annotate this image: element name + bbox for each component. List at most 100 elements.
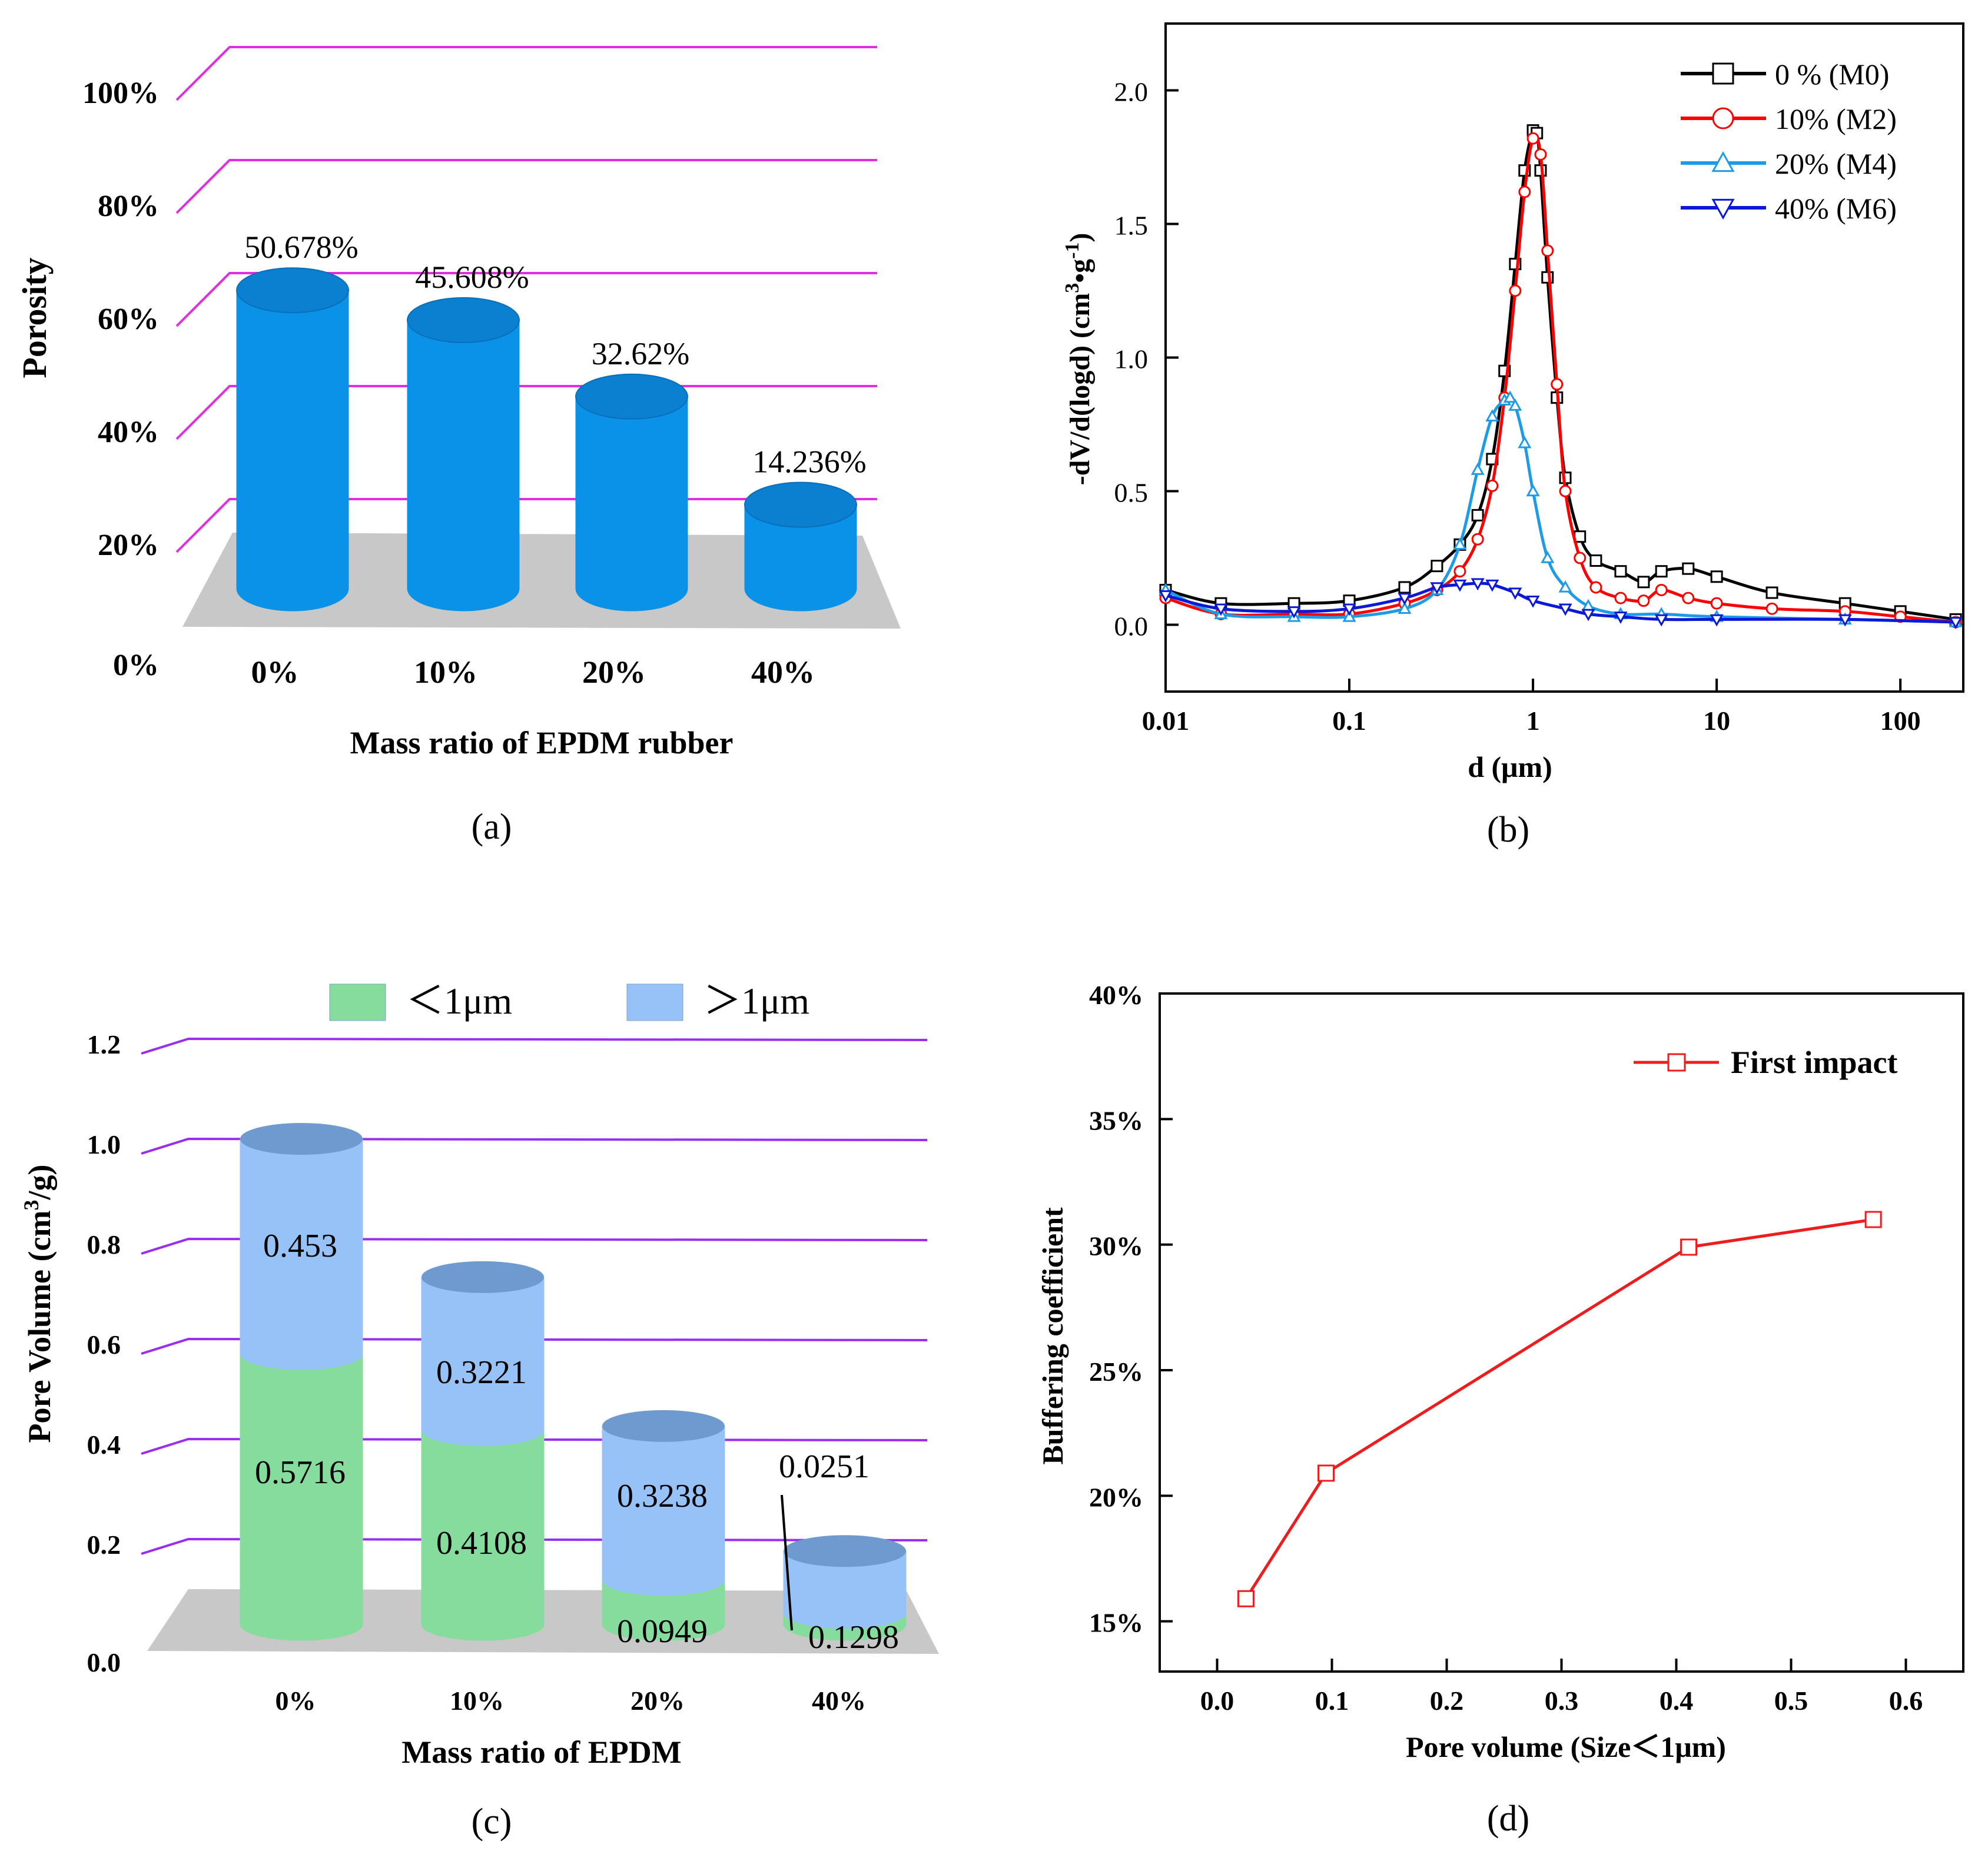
data-point <box>1765 602 1778 615</box>
bar-cylinder <box>744 504 857 612</box>
grid-line <box>141 1337 928 1355</box>
y-tick-label: 0.8 <box>87 1230 121 1260</box>
data-point <box>1503 390 1517 403</box>
bar-top <box>240 1123 363 1155</box>
bar-data-label: 0.0251 <box>779 1448 869 1485</box>
data-point <box>1710 614 1724 627</box>
legend-swatch <box>626 983 683 1021</box>
x-tick-label: 10% <box>414 654 477 690</box>
panel-d-buffering-chart: 15% 20% 25% 30% 35% 40% 0.0 0.1 0.2 0.3 0.4 0.5 0.6 P… <box>1036 980 1964 1763</box>
data-point <box>1559 485 1572 497</box>
bar-segment <box>602 1426 725 1596</box>
series-line <box>1165 134 1956 624</box>
data-point <box>1710 597 1723 610</box>
x-tick-label: 0.5 <box>1774 1686 1808 1716</box>
x-tick-label: 0.01 <box>1142 706 1190 736</box>
grid-line <box>175 272 877 327</box>
x-axis-label: Mass ratio of EPDM rubber <box>350 725 734 760</box>
data-point <box>1541 271 1554 284</box>
y-tick-label: 40% <box>1089 980 1143 1010</box>
bar-data-label: 0.1298 <box>808 1619 899 1656</box>
floor-plane <box>182 533 901 629</box>
bar-data-label: 0.453 <box>263 1228 337 1264</box>
data-point <box>1471 463 1485 475</box>
data-point <box>1317 1464 1335 1482</box>
x-tick-label: 40% <box>751 654 815 690</box>
bar-data-label: 0.3238 <box>617 1478 708 1514</box>
bar-data-label: 32.62% <box>592 336 689 371</box>
y-tick-label: 0% <box>113 649 159 682</box>
data-point <box>1453 565 1466 578</box>
panel-label-d: (d) <box>1487 1799 1529 1839</box>
data-point <box>1526 595 1540 608</box>
bar-cylinder <box>407 320 520 612</box>
legend-swatch <box>329 983 386 1021</box>
y-axis-label: Pore Volume (cm3/g) <box>19 1165 57 1443</box>
data-point <box>1558 580 1572 593</box>
data-point <box>1864 1211 1882 1228</box>
data-point <box>1430 582 1444 595</box>
data-point <box>1574 551 1587 564</box>
bar-segment <box>783 1550 907 1629</box>
bar-segment <box>421 1429 545 1641</box>
legend-label: ＜1μm <box>406 980 512 1022</box>
legend-label: 10% (M2) <box>1775 102 1897 135</box>
x-tick-label: 20% <box>582 654 646 690</box>
series-line <box>1244 1218 1874 1600</box>
data-point <box>1508 587 1522 600</box>
y-tick-label: 2.0 <box>1114 77 1149 107</box>
panel-b-pore-distribution-chart: 0.0 0.5 1.0 1.5 2.0 0.01 0.1 1 10 100 d (μm) -dV/d(… <box>1061 22 1964 783</box>
legend-marker <box>1712 62 1734 85</box>
label-leader-line <box>781 1494 793 1631</box>
x-tick-label: 10% <box>450 1686 504 1716</box>
y-tick-label: 0.5 <box>1114 478 1149 508</box>
bar-data-label: 14.236% <box>752 444 866 480</box>
legend-marker <box>1712 107 1734 129</box>
data-point <box>1765 586 1778 599</box>
x-tick-label: 0.3 <box>1545 1686 1579 1716</box>
grid-line <box>141 1037 928 1055</box>
data-point <box>1838 614 1852 627</box>
data-point <box>1526 484 1540 497</box>
bar-segment <box>602 1579 725 1641</box>
bar-top <box>422 1261 544 1293</box>
x-tick-label: 0.1 <box>1332 706 1366 736</box>
data-point <box>1589 581 1602 594</box>
x-tick-label: 10 <box>1703 706 1730 736</box>
data-point <box>1682 592 1695 604</box>
data-point <box>1398 593 1412 606</box>
data-point <box>1518 185 1531 198</box>
bar-segment <box>240 1138 363 1370</box>
legend-label: 20% (M4) <box>1775 147 1897 180</box>
x-tick-label: 0.1 <box>1315 1686 1349 1716</box>
x-tick-label: 0.6 <box>1889 1686 1923 1716</box>
data-point <box>1682 562 1695 575</box>
y-tick-label: 0.4 <box>87 1430 121 1460</box>
data-point <box>1614 612 1628 624</box>
data-point <box>1637 594 1650 607</box>
bar-data-label: 0.3221 <box>436 1354 527 1391</box>
data-point <box>1398 602 1412 614</box>
data-point <box>1485 409 1499 422</box>
y-tick-label: 80% <box>98 190 159 223</box>
y-tick-label: 1.0 <box>1114 344 1149 374</box>
bar-top <box>236 267 349 314</box>
y-tick-label: 60% <box>98 303 159 336</box>
data-point <box>1431 560 1443 573</box>
panel-c-pore-volume-chart: 0.0 0.2 0.4 0.6 0.8 1.0 1.2 Pore Volume (cm3/g)… <box>19 980 939 1770</box>
grid-line <box>175 46 877 101</box>
data-point <box>1654 614 1668 627</box>
legend-marker <box>1667 1053 1686 1072</box>
data-point <box>1589 554 1602 567</box>
bar-segment <box>421 1277 545 1446</box>
y-tick-label: 40% <box>98 416 159 449</box>
data-point <box>1398 581 1411 594</box>
panel-label-c: (c) <box>472 1802 512 1842</box>
y-tick-label: 0.0 <box>1114 612 1149 642</box>
legend-label: 40% (M6) <box>1775 192 1897 225</box>
bar-data-label: 50.678% <box>244 230 358 265</box>
legend-label: ＞1μm <box>703 980 809 1022</box>
y-tick-label: 0.2 <box>87 1530 121 1560</box>
data-point <box>1614 565 1627 578</box>
